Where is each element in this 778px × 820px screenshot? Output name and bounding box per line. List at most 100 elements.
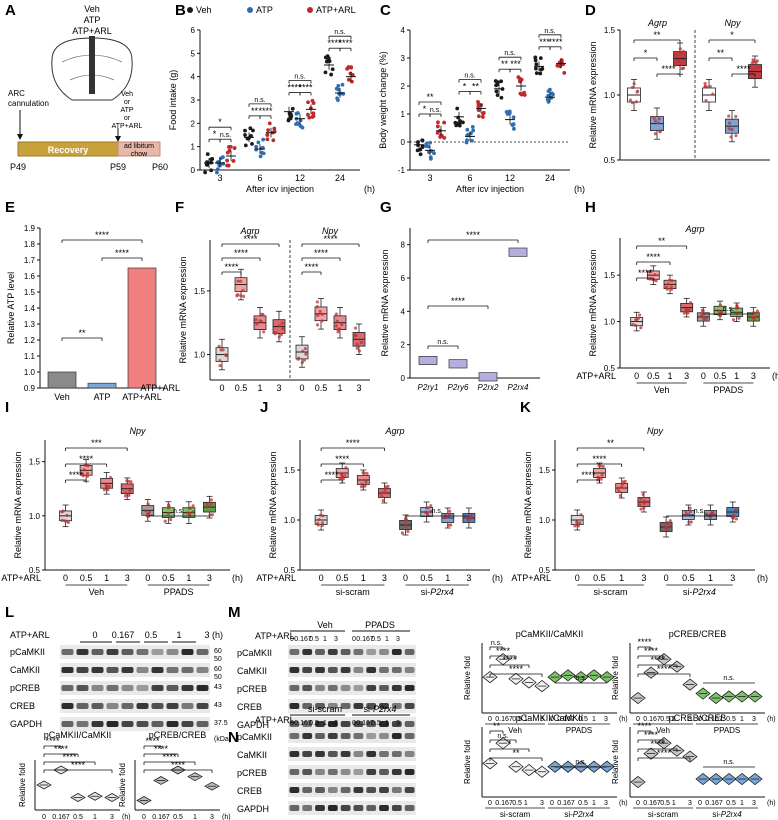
- L-x-unit: (h): [222, 814, 231, 820]
- N-blot-strip: [288, 747, 416, 761]
- J-point: [320, 521, 325, 525]
- K-point: [621, 480, 625, 484]
- L-band-label: GAPDH: [10, 719, 42, 729]
- C-data-point: [477, 114, 481, 119]
- C-sig-label: ***: [539, 37, 550, 47]
- C-data-point: [455, 106, 460, 111]
- M-blot-strip: [288, 663, 416, 677]
- I-x-tick-label: 0.5: [162, 573, 175, 583]
- N-band: [353, 769, 364, 775]
- B-data-point: [338, 91, 343, 96]
- G-y-tick-label: 4: [401, 307, 406, 316]
- C-data-point: [534, 66, 538, 71]
- E-sig-label: **: [78, 328, 86, 338]
- H-point: [731, 318, 736, 322]
- K-x-tick-label: 3: [730, 573, 735, 583]
- D-gene-title: Agrp: [647, 18, 667, 28]
- C-data-point: [511, 122, 516, 127]
- C-data-point: [562, 71, 567, 75]
- N-x-unit: (h): [767, 800, 776, 807]
- N-group-label: si-P2rx4: [712, 810, 742, 819]
- L-x-tick-label: 0: [142, 814, 146, 820]
- M-band: [379, 667, 389, 673]
- C-data-point: [465, 138, 469, 143]
- I-x-tick-label: 0: [145, 573, 150, 583]
- K-x-unit: (h): [757, 573, 768, 583]
- C-data-point: [546, 93, 551, 98]
- M-band: [327, 685, 338, 691]
- M-x-tick-label: 0.167: [495, 716, 513, 723]
- H-point: [718, 303, 722, 307]
- C-data-point: [418, 152, 423, 157]
- J-point: [429, 509, 433, 514]
- K-point: [576, 524, 580, 528]
- N-time-label: 3: [396, 720, 400, 727]
- F-point: [242, 294, 246, 299]
- B-data-point: [350, 79, 354, 84]
- F-point: [304, 352, 308, 356]
- panel-letter-N: N: [228, 729, 239, 746]
- K-point: [665, 527, 669, 532]
- L-band: [196, 685, 209, 691]
- N-band: [404, 733, 415, 739]
- I-point: [129, 480, 133, 484]
- B-x-unit: (h): [364, 184, 375, 194]
- D-y-tick-label: 0.5: [604, 156, 616, 165]
- N-sig-label: **: [493, 721, 501, 731]
- G-y-tick-label: 0: [401, 374, 406, 383]
- M-band: [366, 703, 377, 709]
- M-group-label: Veh: [656, 726, 670, 735]
- M-band: [315, 667, 325, 673]
- C-data-point: [518, 91, 523, 96]
- C-y-title: Body weight change (%): [378, 51, 388, 149]
- M-band: [289, 667, 300, 673]
- H-point: [735, 306, 739, 310]
- L-band: [61, 703, 74, 709]
- M-band: [353, 721, 364, 727]
- M-sig-label: ****: [509, 664, 524, 674]
- M-band: [353, 667, 364, 673]
- B-x-tick-label: 3: [217, 173, 222, 183]
- L-sig-label: ****: [45, 736, 60, 746]
- F-sig-label: ****: [243, 234, 258, 244]
- E-y-tick-label: 1.5: [24, 288, 36, 297]
- N-quant-title: pCaMKII/CaMKII: [516, 713, 584, 723]
- E-x-tick-label: Veh: [54, 392, 70, 402]
- K-group-label: si-P2rx4: [683, 587, 716, 597]
- F-point: [303, 346, 307, 351]
- F-point: [315, 323, 320, 327]
- C-data-point: [557, 64, 562, 68]
- E-y-tick-label: 1.8: [24, 240, 36, 249]
- D-point: [676, 59, 680, 63]
- C-sig-label: n.s.: [504, 50, 515, 57]
- D-point: [727, 121, 732, 125]
- L-band: [106, 703, 119, 709]
- L-band-label: CREB: [10, 701, 35, 711]
- B-data-point: [306, 100, 310, 105]
- D-sig-label: ****: [736, 64, 751, 74]
- I-point: [108, 476, 113, 480]
- B-data-point: [336, 84, 341, 88]
- M-band: [302, 721, 313, 727]
- M-x-tick-label: 3: [688, 716, 692, 723]
- D-point: [751, 58, 755, 62]
- N-sig-label: ****: [650, 739, 665, 749]
- H-point: [667, 278, 672, 282]
- L-kda-unit: (kDa): [214, 736, 231, 743]
- F-point: [278, 324, 282, 328]
- H-point: [704, 317, 708, 321]
- N-group-label: si-scram: [648, 810, 679, 819]
- L-band: [181, 667, 194, 673]
- L-time-label: 0: [92, 630, 97, 640]
- F-point: [224, 354, 228, 358]
- B-data-point: [205, 162, 210, 167]
- L-band: [61, 721, 74, 727]
- K-sig-label: ****: [592, 454, 607, 464]
- J-point: [384, 485, 388, 489]
- I-sig-label: ***: [91, 438, 102, 448]
- L-band: [181, 721, 194, 727]
- N-blot-strip: [288, 783, 416, 797]
- D-point: [632, 82, 636, 86]
- H-x-tick-label: 1: [734, 371, 739, 381]
